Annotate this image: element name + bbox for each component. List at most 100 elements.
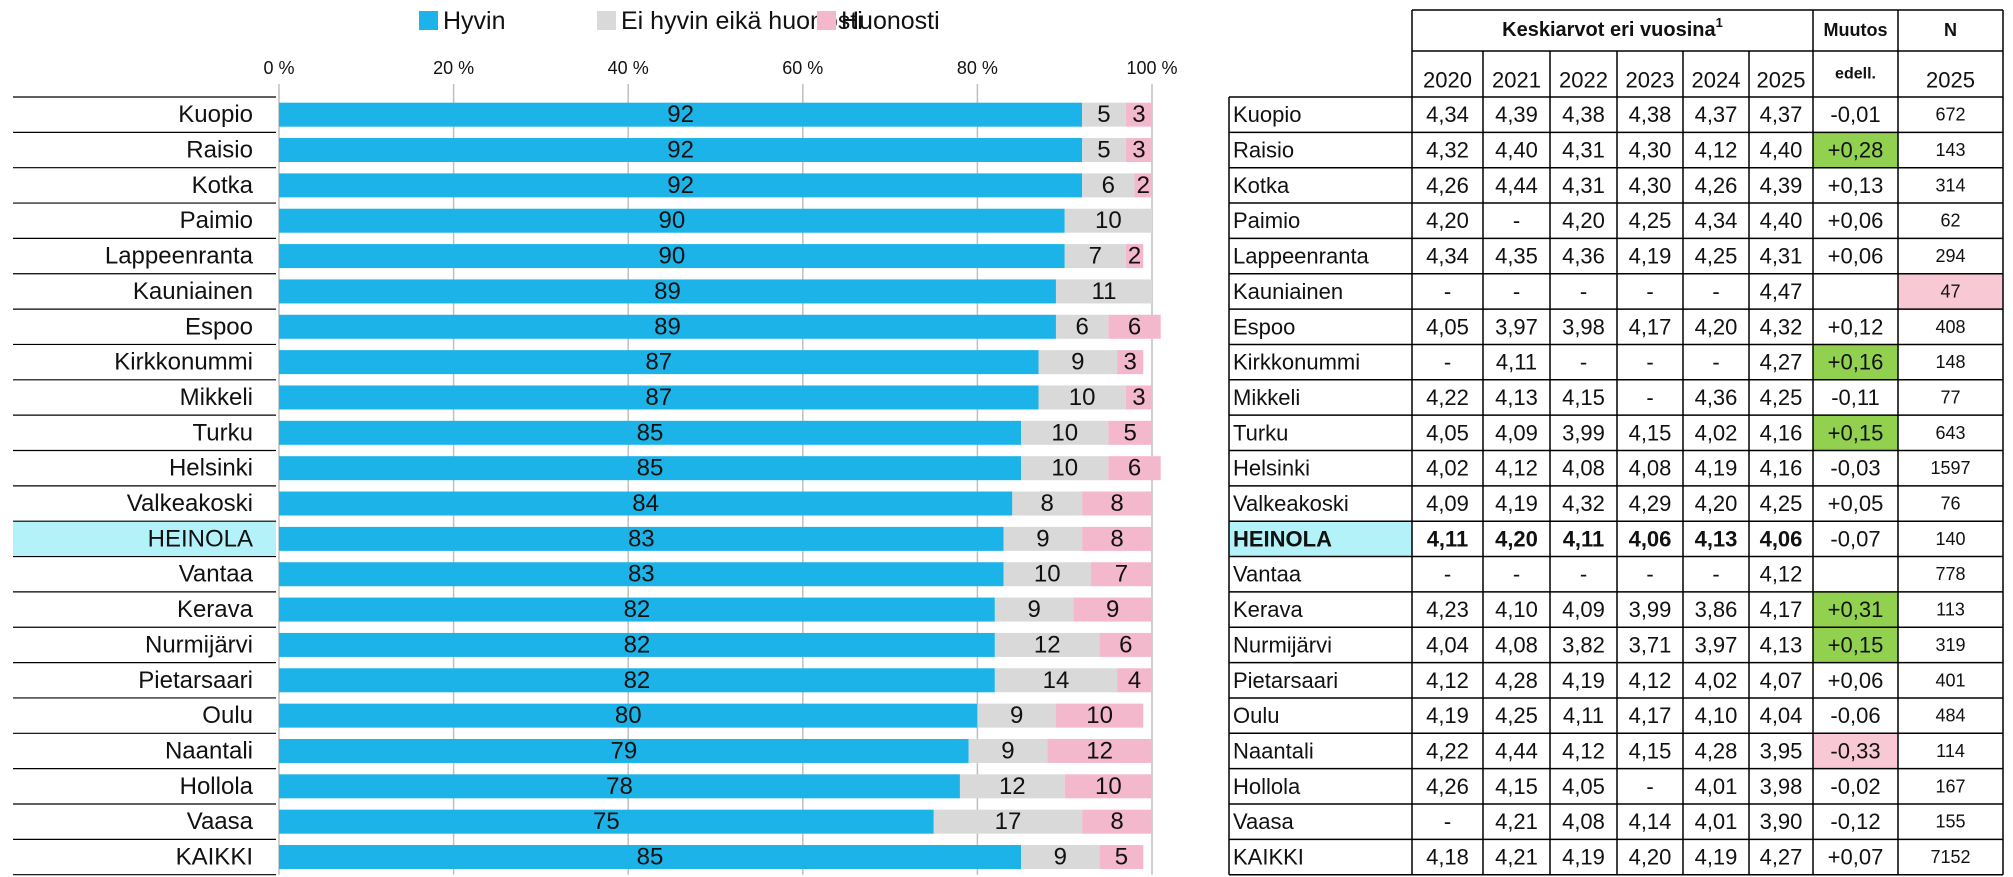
cell: 3,97: [1695, 632, 1738, 657]
n-header: N: [1944, 20, 1957, 40]
category-label: Oulu: [202, 702, 253, 729]
row-name: KAIKKI: [1233, 845, 1304, 870]
cell: 4,05: [1426, 420, 1469, 445]
cell: 4,20: [1426, 208, 1469, 233]
data-label: 3: [1132, 101, 1145, 128]
data-label: 83: [628, 561, 655, 588]
cell: 4,40: [1760, 208, 1803, 233]
bar-segment: [994, 597, 1074, 622]
data-label: 17: [995, 808, 1022, 835]
cell: 4,16: [1760, 456, 1803, 481]
row-name: Kotka: [1233, 173, 1290, 198]
row-name: Hollola: [1233, 774, 1301, 799]
bar-segment: [279, 703, 978, 728]
cell: 3,98: [1760, 774, 1803, 799]
bar-segment: [279, 491, 1013, 516]
bar-segment: [968, 738, 1048, 763]
bar-segment: [279, 350, 1039, 375]
cell: 4,31: [1760, 244, 1803, 269]
n: 314: [1935, 175, 1965, 195]
n: 77: [1940, 387, 1960, 407]
bar-segment: [1082, 809, 1152, 834]
row-name: HEINOLA: [1233, 526, 1332, 551]
cell-fill: [1813, 344, 1898, 380]
change: +0,06: [1828, 208, 1884, 233]
cell: 4,25: [1760, 491, 1803, 516]
data-label: 90: [658, 243, 685, 270]
data-label: 9: [1001, 737, 1014, 764]
change: +0,16: [1828, 350, 1884, 375]
data-label: 92: [667, 172, 694, 199]
legend-swatch: [419, 11, 438, 30]
n: 401: [1935, 670, 1965, 690]
bar-segment: [1082, 173, 1135, 198]
cell: 4,31: [1562, 138, 1605, 163]
bar-segment: [1134, 173, 1152, 198]
bar-segment: [977, 703, 1056, 728]
n: 778: [1935, 564, 1965, 584]
category-label: HEINOLA: [148, 525, 253, 552]
change: -0,07: [1830, 526, 1880, 551]
change: -0,11: [1831, 385, 1880, 410]
bar-segment: [1125, 138, 1152, 163]
data-label: 3: [1132, 384, 1145, 411]
cell: 3,99: [1562, 420, 1605, 445]
data-label: 5: [1097, 137, 1110, 164]
category-label: Pietarsaari: [138, 667, 253, 694]
n: 672: [1935, 105, 1965, 125]
data-label: 85: [637, 844, 664, 871]
bar-segment: [279, 420, 1022, 445]
cell: 4,30: [1629, 138, 1672, 163]
data-label: 87: [645, 349, 672, 376]
category-label: Espoo: [185, 313, 253, 340]
cell: 4,25: [1629, 208, 1672, 233]
cell: 4,21: [1495, 845, 1538, 870]
n: 408: [1935, 317, 1965, 337]
header-sup: 1: [1716, 15, 1723, 30]
cell: 4,26: [1695, 173, 1738, 198]
bar-segment: [959, 774, 1065, 799]
cell-fill: [1898, 273, 2003, 310]
n: 140: [1935, 529, 1965, 549]
cell: 4,32: [1562, 491, 1605, 516]
row-name: Raisio: [1233, 138, 1294, 163]
cell: 4,34: [1426, 244, 1469, 269]
cell: 4,39: [1495, 102, 1538, 127]
bar-segment: [994, 632, 1100, 657]
data-label: 87: [645, 384, 672, 411]
cell: 4,22: [1426, 385, 1469, 410]
cell: 4,21: [1495, 809, 1538, 834]
data-label: 5: [1115, 844, 1128, 871]
bar-segment: [279, 562, 1004, 587]
data-label: 9: [1054, 844, 1067, 871]
row-name: Oulu: [1233, 703, 1279, 728]
change-header: Muutos: [1824, 20, 1888, 40]
cell: 4,05: [1426, 314, 1469, 339]
cell: 4,36: [1562, 244, 1605, 269]
cell: 4,02: [1695, 668, 1738, 693]
bar-segment: [279, 668, 995, 693]
cell: 4,11: [1496, 350, 1537, 375]
cell: 4,20: [1495, 526, 1538, 551]
bar-segment: [279, 456, 1022, 481]
bar-segment: [1012, 491, 1083, 516]
cell-fill: [1813, 132, 1898, 168]
row-name: Mikkeli: [1233, 385, 1300, 410]
bar-segment: [1099, 632, 1152, 657]
cell: 4,12: [1760, 562, 1803, 587]
row-name: Kauniainen: [1233, 279, 1343, 304]
bar-segment: [1099, 845, 1144, 870]
data-label: 10: [1086, 702, 1113, 729]
cell: -: [1513, 279, 1520, 304]
cell: 4,19: [1629, 244, 1672, 269]
category-label: Helsinki: [169, 455, 253, 482]
legend-swatch: [817, 11, 836, 30]
cell: 3,95: [1760, 738, 1803, 763]
change: +0,12: [1828, 314, 1884, 339]
cell: 4,15: [1562, 385, 1605, 410]
data-label: 89: [654, 313, 681, 340]
cell: -: [1580, 350, 1587, 375]
data-label: 10: [1095, 207, 1122, 234]
cell: 4,04: [1760, 703, 1803, 728]
highlight: [1229, 521, 1412, 557]
